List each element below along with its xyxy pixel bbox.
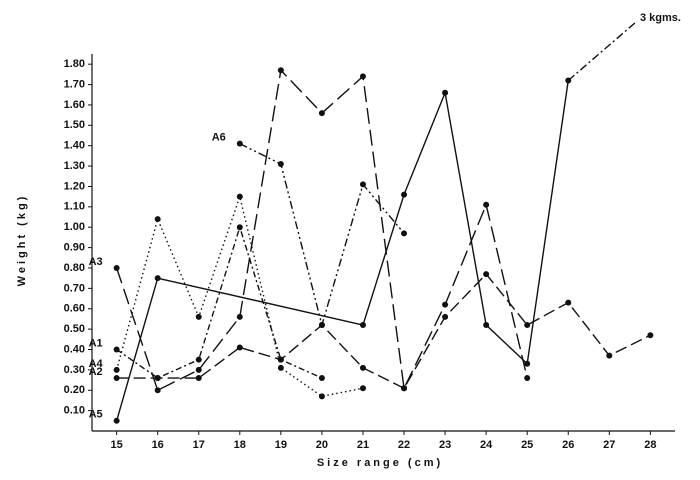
point <box>113 346 120 353</box>
point <box>483 201 490 208</box>
series-line <box>115 80 569 422</box>
series-label: A3 <box>89 256 103 268</box>
point <box>483 271 490 278</box>
point <box>359 364 366 371</box>
series-label: A5 <box>89 409 103 421</box>
point <box>401 191 408 198</box>
series-line <box>116 273 651 390</box>
y-tick-label: 0.10 <box>64 405 85 417</box>
point <box>442 301 449 308</box>
series-line <box>116 224 323 379</box>
x-tick-label: 23 <box>439 439 451 451</box>
point <box>277 67 284 74</box>
point <box>318 375 325 382</box>
point <box>524 360 531 367</box>
x-tick-label: 20 <box>316 439 328 451</box>
x-tick-label: 16 <box>152 439 164 451</box>
x-tick-label: 24 <box>480 439 493 451</box>
y-tick-label: 1.40 <box>64 140 85 152</box>
y-tick-label: 1.30 <box>64 160 85 172</box>
point <box>318 322 325 329</box>
point <box>401 230 408 237</box>
x-tick-label: 26 <box>562 439 574 451</box>
point <box>277 364 284 371</box>
point <box>318 393 325 400</box>
point <box>113 417 120 424</box>
annotation: 3 kgms. <box>640 12 681 24</box>
point <box>236 193 243 200</box>
point <box>401 385 408 392</box>
point <box>154 216 161 223</box>
point <box>154 375 161 382</box>
x-tick-label: 27 <box>603 439 615 451</box>
y-tick-label: 1.50 <box>64 119 85 131</box>
series-label: A6 <box>212 132 226 144</box>
x-tick-label: 28 <box>644 439 656 451</box>
point <box>606 352 613 359</box>
point <box>359 181 366 188</box>
y-tick-label: 0.40 <box>64 343 85 355</box>
point <box>154 387 161 394</box>
point <box>195 356 202 363</box>
y-tick-label: 1.20 <box>64 180 85 192</box>
y-tick-label: 0.90 <box>64 242 85 254</box>
x-tick-label: 17 <box>193 439 205 451</box>
x-tick-label: 18 <box>234 439 246 451</box>
point <box>195 366 202 373</box>
series-line <box>115 68 528 392</box>
point <box>524 322 531 329</box>
point <box>524 375 531 382</box>
point <box>647 332 654 339</box>
x-tick-label: 15 <box>111 439 123 451</box>
x-tick-label: 22 <box>398 439 410 451</box>
point <box>195 313 202 320</box>
y-tick-label: 1.80 <box>64 58 85 70</box>
y-tick-label: 1.10 <box>64 201 85 213</box>
x-tick-label: 25 <box>521 439 533 451</box>
point <box>154 275 161 282</box>
point <box>318 110 325 117</box>
y-tick-label: 0.30 <box>64 364 85 376</box>
series-label: A1 <box>89 337 103 349</box>
y-tick-label: 0.20 <box>64 384 85 396</box>
point <box>277 161 284 168</box>
point <box>359 73 366 80</box>
series-label: A4 <box>89 358 104 370</box>
point <box>113 375 120 382</box>
off-scale-extension <box>567 21 637 82</box>
y-axis-title: Weight (kg) <box>16 194 28 287</box>
point <box>565 299 572 306</box>
point <box>236 313 243 320</box>
point <box>236 344 243 351</box>
point <box>359 385 366 392</box>
series-label: A2 <box>89 366 103 378</box>
x-axis-title: Size range (cm) <box>317 457 443 469</box>
x-tick-label: 19 <box>275 439 287 451</box>
y-tick-label: 1.60 <box>64 99 85 111</box>
point <box>442 89 449 96</box>
point <box>236 224 243 231</box>
point <box>442 313 449 320</box>
point <box>483 322 490 329</box>
y-tick-label: 0.50 <box>64 323 85 335</box>
y-tick-label: 1.70 <box>64 78 85 90</box>
point <box>359 322 366 329</box>
y-tick-label: 0.70 <box>64 282 85 294</box>
point <box>113 366 120 373</box>
point <box>195 375 202 382</box>
y-tick-label: 1.00 <box>64 221 85 233</box>
y-tick-label: 0.60 <box>64 303 85 315</box>
point <box>113 264 120 271</box>
x-tick-label: 21 <box>357 439 369 451</box>
y-tick-label: 0.80 <box>64 262 85 274</box>
point <box>236 140 243 147</box>
